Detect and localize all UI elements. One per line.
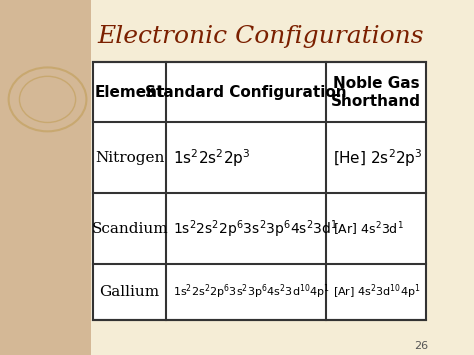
Text: $\mathregular{1s}^{2}\mathregular{2s}^{2}\mathregular{2p}^{3}$: $\mathregular{1s}^{2}\mathregular{2s}^{2… <box>173 147 250 169</box>
Text: 26: 26 <box>414 342 428 351</box>
Text: $\mathregular{[Ar]\ 4s}^{2}\mathregular{3d}^{1}$: $\mathregular{[Ar]\ 4s}^{2}\mathregular{… <box>333 220 403 238</box>
Text: Noble Gas
Shorthand: Noble Gas Shorthand <box>331 76 421 109</box>
Text: $\mathregular{[Ar]\ 4s}^{2}\mathregular{3d}^{10}\mathregular{4p}^{1}$: $\mathregular{[Ar]\ 4s}^{2}\mathregular{… <box>333 283 420 301</box>
Text: Element: Element <box>94 85 165 100</box>
Text: $\mathregular{1s}^{2}\mathregular{2s}^{2}\mathregular{2p}^{6}\mathregular{3s}^{2: $\mathregular{1s}^{2}\mathregular{2s}^{2… <box>173 283 330 301</box>
Text: $\mathregular{[He]\ 2s}^{2}\mathregular{2p}^{3}$: $\mathregular{[He]\ 2s}^{2}\mathregular{… <box>333 147 422 169</box>
Text: Standard Configuration: Standard Configuration <box>146 85 347 100</box>
Text: $\mathregular{1s}^{2}\mathregular{2s}^{2}\mathregular{2p}^{6}\mathregular{3s}^{2: $\mathregular{1s}^{2}\mathregular{2s}^{2… <box>173 218 337 240</box>
Bar <box>93 62 426 320</box>
Text: Gallium: Gallium <box>100 285 160 299</box>
Bar <box>0 0 91 355</box>
Text: Scandium: Scandium <box>91 222 168 236</box>
Text: Electronic Configurations: Electronic Configurations <box>97 25 424 48</box>
Text: Nitrogen: Nitrogen <box>95 151 164 165</box>
